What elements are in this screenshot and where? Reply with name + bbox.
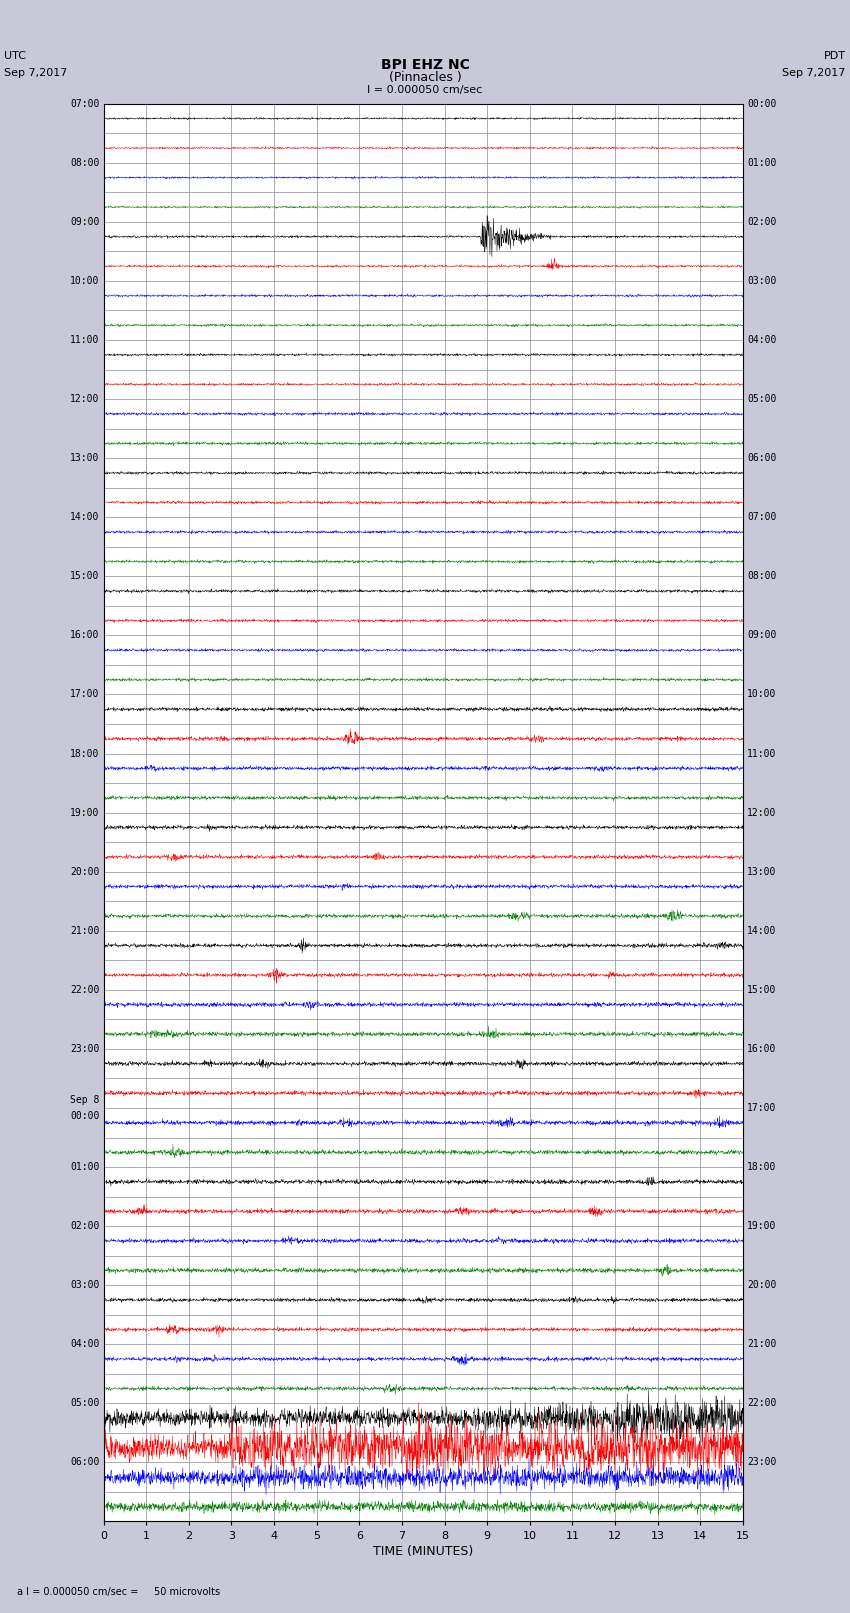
Text: 20:00: 20:00: [747, 1281, 777, 1290]
Text: 16:00: 16:00: [70, 631, 99, 640]
Text: (Pinnacles ): (Pinnacles ): [388, 71, 462, 84]
X-axis label: TIME (MINUTES): TIME (MINUTES): [373, 1545, 473, 1558]
Text: 15:00: 15:00: [70, 571, 99, 581]
Text: 08:00: 08:00: [747, 571, 777, 581]
Text: a I = 0.000050 cm/sec =     50 microvolts: a I = 0.000050 cm/sec = 50 microvolts: [17, 1587, 220, 1597]
Text: 11:00: 11:00: [747, 748, 777, 758]
Text: 13:00: 13:00: [70, 453, 99, 463]
Text: 08:00: 08:00: [70, 158, 99, 168]
Text: 02:00: 02:00: [747, 216, 777, 227]
Text: 19:00: 19:00: [747, 1221, 777, 1231]
Text: 12:00: 12:00: [747, 808, 777, 818]
Text: I = 0.000050 cm/sec: I = 0.000050 cm/sec: [367, 85, 483, 95]
Text: 00:00: 00:00: [747, 98, 777, 108]
Text: 10:00: 10:00: [70, 276, 99, 286]
Text: 10:00: 10:00: [747, 689, 777, 700]
Text: 04:00: 04:00: [747, 336, 777, 345]
Text: 09:00: 09:00: [70, 216, 99, 227]
Text: 05:00: 05:00: [747, 394, 777, 405]
Text: 14:00: 14:00: [70, 513, 99, 523]
Text: PDT: PDT: [824, 52, 846, 61]
Text: 07:00: 07:00: [70, 98, 99, 108]
Text: 06:00: 06:00: [70, 1458, 99, 1468]
Text: 23:00: 23:00: [70, 1044, 99, 1053]
Text: 06:00: 06:00: [747, 453, 777, 463]
Text: 14:00: 14:00: [747, 926, 777, 936]
Text: UTC: UTC: [4, 52, 26, 61]
Text: 22:00: 22:00: [70, 986, 99, 995]
Text: 23:00: 23:00: [747, 1458, 777, 1468]
Text: 02:00: 02:00: [70, 1221, 99, 1231]
Text: 01:00: 01:00: [70, 1161, 99, 1173]
Text: 15:00: 15:00: [747, 986, 777, 995]
Text: 17:00: 17:00: [70, 689, 99, 700]
Text: 22:00: 22:00: [747, 1398, 777, 1408]
Text: 20:00: 20:00: [70, 866, 99, 877]
Text: 21:00: 21:00: [70, 926, 99, 936]
Text: 01:00: 01:00: [747, 158, 777, 168]
Text: 09:00: 09:00: [747, 631, 777, 640]
Text: 17:00: 17:00: [747, 1103, 777, 1113]
Text: 18:00: 18:00: [747, 1161, 777, 1173]
Text: BPI EHZ NC: BPI EHZ NC: [381, 58, 469, 71]
Text: 13:00: 13:00: [747, 866, 777, 877]
Text: Sep 7,2017: Sep 7,2017: [782, 68, 846, 77]
Text: 16:00: 16:00: [747, 1044, 777, 1053]
Text: 05:00: 05:00: [70, 1398, 99, 1408]
Text: 04:00: 04:00: [70, 1339, 99, 1348]
Text: 11:00: 11:00: [70, 336, 99, 345]
Text: Sep 8: Sep 8: [70, 1095, 99, 1105]
Text: 03:00: 03:00: [70, 1281, 99, 1290]
Text: 03:00: 03:00: [747, 276, 777, 286]
Text: 07:00: 07:00: [747, 513, 777, 523]
Text: 18:00: 18:00: [70, 748, 99, 758]
Text: Sep 7,2017: Sep 7,2017: [4, 68, 68, 77]
Text: 19:00: 19:00: [70, 808, 99, 818]
Text: 21:00: 21:00: [747, 1339, 777, 1348]
Text: 00:00: 00:00: [70, 1111, 99, 1121]
Text: 12:00: 12:00: [70, 394, 99, 405]
